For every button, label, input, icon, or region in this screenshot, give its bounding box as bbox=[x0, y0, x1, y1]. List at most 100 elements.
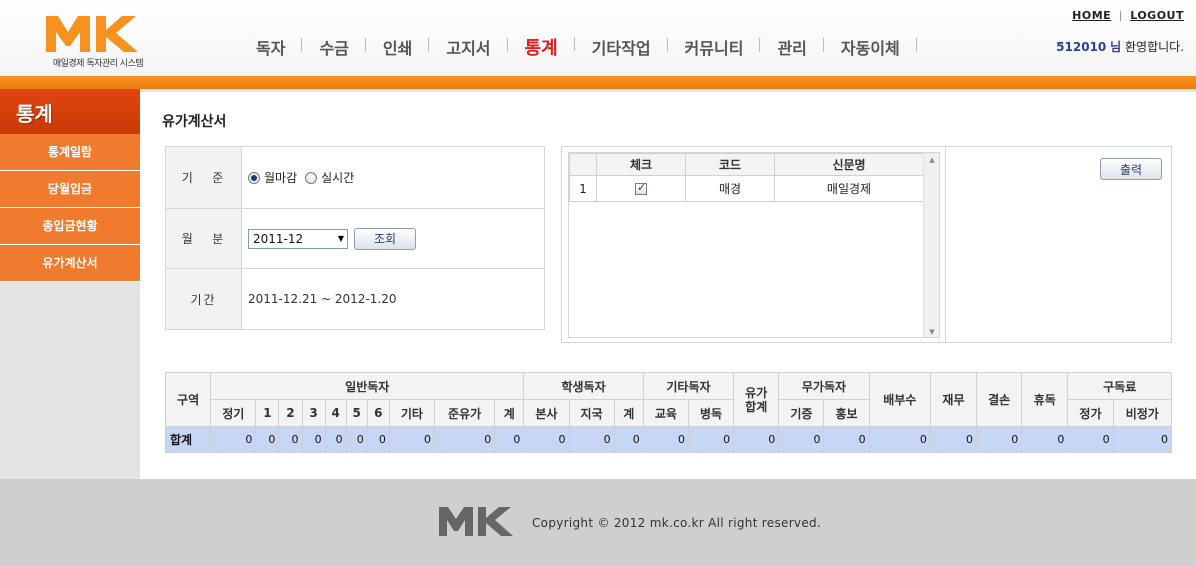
col-1: 1 bbox=[255, 399, 280, 427]
sum-cell: 0 bbox=[494, 426, 525, 453]
welcome-text: 환영합니다. bbox=[1124, 40, 1184, 54]
col-donation: 기증 bbox=[778, 399, 825, 427]
col-loss: 결손 bbox=[976, 372, 1023, 427]
col-other: 기타 bbox=[388, 399, 435, 427]
sum-cell: 0 bbox=[976, 426, 1023, 453]
radio-month-close-label[interactable]: 월마감 bbox=[264, 171, 298, 185]
month-select-value: 2011-12 bbox=[253, 231, 304, 246]
group-general-readers: 일반독자 bbox=[210, 372, 525, 400]
col-student-total: 계 bbox=[613, 399, 644, 427]
sidebar-item-paid-statement[interactable]: 유가계산서 bbox=[0, 245, 140, 282]
period-value: 2011-12.21 ~ 2012-1.20 bbox=[248, 292, 397, 306]
nav-item-auto-transfer[interactable]: 자동이체 bbox=[824, 35, 917, 59]
row-check-cell bbox=[596, 175, 686, 202]
sum-cell: 0 bbox=[210, 426, 257, 453]
col-suspended: 휴독 bbox=[1021, 372, 1069, 427]
criteria-label: 기 준 bbox=[166, 147, 242, 208]
radio-month-close[interactable] bbox=[248, 171, 260, 184]
col-paper-name: 신문명 bbox=[774, 153, 924, 176]
user-suffix: 님 bbox=[1110, 40, 1122, 54]
table-row[interactable]: 1 매경 매일경제 bbox=[569, 175, 924, 202]
period-row: 기간 2011-12.21 ~ 2012-1.20 bbox=[166, 269, 544, 329]
col-3: 3 bbox=[301, 399, 326, 427]
chevron-down-icon: ▼ bbox=[337, 234, 344, 243]
sum-cell: 0 bbox=[278, 426, 303, 453]
row-checkbox[interactable] bbox=[635, 181, 647, 195]
mk-logo[interactable] bbox=[44, 12, 154, 68]
sum-cell: 0 bbox=[324, 426, 347, 453]
nav-item-readers[interactable]: 독자 bbox=[244, 35, 303, 59]
sum-cell: 0 bbox=[868, 426, 931, 453]
col-branch: 지국 bbox=[568, 399, 615, 427]
radio-realtime-label[interactable]: 실시간 bbox=[321, 171, 355, 185]
group-other-readers: 기타독자 bbox=[642, 372, 735, 400]
newspaper-table: 체크 코드 신문명 1 매경 매일경제 bbox=[569, 153, 924, 202]
sum-cell: 0 bbox=[1112, 426, 1173, 453]
sum-cell: 0 bbox=[823, 426, 870, 453]
search-conditions: 기 준 월마감 실시간 월 분 2011-12 ▼ 조회 기간 2011-12.… bbox=[165, 146, 545, 330]
sum-cell: 0 bbox=[523, 426, 570, 453]
util-divider bbox=[1120, 10, 1122, 21]
sidebar-item-stats-overview[interactable]: 통계일람 bbox=[0, 134, 140, 171]
radio-realtime[interactable] bbox=[305, 171, 318, 184]
nav-item-collection[interactable]: 수금 bbox=[302, 35, 367, 59]
sum-cell: 0 bbox=[345, 426, 368, 453]
group-subscription-fee: 구독료 bbox=[1067, 372, 1172, 400]
sum-cell: 0 bbox=[255, 426, 280, 453]
vertical-scrollbar[interactable]: ▲ ▼ bbox=[923, 153, 939, 337]
group-free-readers: 무가독자 bbox=[778, 372, 870, 400]
col-non-list-price: 비정가 bbox=[1112, 399, 1173, 427]
scroll-down-icon[interactable]: ▼ bbox=[929, 328, 935, 336]
col-2: 2 bbox=[278, 399, 303, 427]
sum-row: 합계 0 0 0 0 0 0 0 0 0 0 0 0 0 0 0 0 0 0 0… bbox=[164, 426, 1173, 453]
criteria-options: 월마감 실시간 bbox=[248, 147, 362, 208]
header: 매일경제 독자관리 시스템 독자 수금 인쇄 고지서 통계 기타작업 커뮤니티 … bbox=[0, 0, 1196, 76]
header-accent-shadow bbox=[0, 89, 1196, 92]
col-education: 교육 bbox=[642, 399, 689, 427]
print-button[interactable]: 출력 bbox=[1100, 158, 1162, 180]
col-distribution: 배부수 bbox=[868, 372, 931, 427]
nav-item-admin[interactable]: 관리 bbox=[760, 35, 825, 59]
newspaper-list[interactable]: 체크 코드 신문명 1 매경 매일경제 ▲ ▼ bbox=[568, 152, 940, 338]
nav-item-print[interactable]: 인쇄 bbox=[366, 35, 430, 59]
sum-cell: 0 bbox=[388, 426, 435, 453]
col-regular: 정기 bbox=[210, 399, 257, 427]
nav-item-community[interactable]: 커뮤니티 bbox=[668, 35, 761, 59]
sum-cell: 0 bbox=[1067, 426, 1114, 453]
nav-item-other-tasks[interactable]: 기타작업 bbox=[575, 35, 668, 59]
col-paid-total: 유가 합계 bbox=[733, 372, 780, 427]
nav-item-statistics[interactable]: 통계 bbox=[508, 34, 575, 60]
nav-item-bills[interactable]: 고지서 bbox=[429, 35, 508, 59]
col-promotion: 홍보 bbox=[823, 399, 870, 427]
footer bbox=[0, 479, 1196, 566]
col-paid-total-label: 유가 합계 bbox=[745, 385, 768, 414]
month-label: 월 분 bbox=[166, 209, 242, 268]
sum-cell: 0 bbox=[642, 426, 689, 453]
sidebar: 통계 통계일람 당월입금 총입금현황 유가계산서 bbox=[0, 89, 140, 479]
page-title: 유가계산서 bbox=[162, 114, 227, 130]
scroll-up-icon[interactable]: ▲ bbox=[929, 156, 935, 164]
sum-cell: 0 bbox=[433, 426, 496, 453]
month-select[interactable]: 2011-12 ▼ bbox=[248, 228, 348, 249]
sum-cell: 0 bbox=[366, 426, 390, 453]
col-semi-paid: 준유가 bbox=[433, 399, 496, 427]
sum-cell: 0 bbox=[733, 426, 780, 453]
col-head-office: 본사 bbox=[523, 399, 570, 427]
sum-cell: 0 bbox=[687, 426, 735, 453]
sidebar-item-total-deposit[interactable]: 총입금현황 bbox=[0, 208, 140, 245]
col-code: 코드 bbox=[685, 153, 775, 176]
home-link[interactable]: HOME bbox=[1072, 9, 1112, 22]
month-controls: 2011-12 ▼ 조회 bbox=[248, 209, 416, 268]
col-general-total: 계 bbox=[494, 399, 525, 427]
sum-cell: 0 bbox=[568, 426, 615, 453]
sum-row-label: 합계 bbox=[164, 426, 212, 453]
month-row: 월 분 2011-12 ▼ 조회 bbox=[166, 209, 544, 269]
sum-cell: 0 bbox=[778, 426, 825, 453]
period-label: 기간 bbox=[166, 269, 242, 329]
sidebar-title: 통계 bbox=[0, 89, 140, 134]
logout-link[interactable]: LOGOUT bbox=[1130, 9, 1184, 22]
main-navigation: 독자 수금 인쇄 고지서 통계 기타작업 커뮤니티 관리 자동이체 bbox=[244, 34, 917, 60]
search-button[interactable]: 조회 bbox=[354, 227, 416, 250]
col-5: 5 bbox=[345, 399, 368, 427]
sidebar-item-monthly-deposit[interactable]: 당월입금 bbox=[0, 171, 140, 208]
